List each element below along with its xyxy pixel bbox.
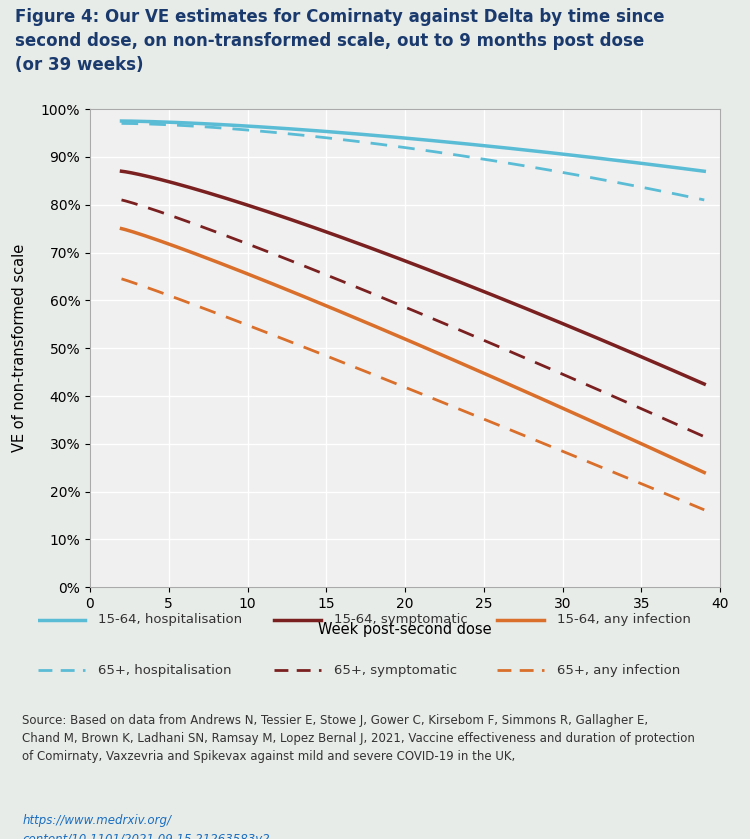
Y-axis label: VE of non-transformed scale: VE of non-transformed scale bbox=[12, 244, 27, 452]
Text: Figure 4: Our VE estimates for Comirnaty against Delta by time since
second dose: Figure 4: Our VE estimates for Comirnaty… bbox=[15, 8, 664, 74]
Text: 65+, symptomatic: 65+, symptomatic bbox=[334, 664, 458, 676]
Text: 15-64, any infection: 15-64, any infection bbox=[557, 613, 692, 626]
Text: 15-64, hospitalisation: 15-64, hospitalisation bbox=[98, 613, 242, 626]
X-axis label: Week post-second dose: Week post-second dose bbox=[318, 623, 492, 637]
Text: https://www.medrxiv.org/
content/10.1101/2021.09.15.21263583v2: https://www.medrxiv.org/ content/10.1101… bbox=[22, 814, 270, 839]
Text: Source: Based on data from Andrews N, Tessier E, Stowe J, Gower C, Kirsebom F, S: Source: Based on data from Andrews N, Te… bbox=[22, 714, 695, 763]
Text: 65+, hospitalisation: 65+, hospitalisation bbox=[98, 664, 232, 676]
Text: 15-64, symptomatic: 15-64, symptomatic bbox=[334, 613, 468, 626]
Text: 65+, any infection: 65+, any infection bbox=[557, 664, 680, 676]
